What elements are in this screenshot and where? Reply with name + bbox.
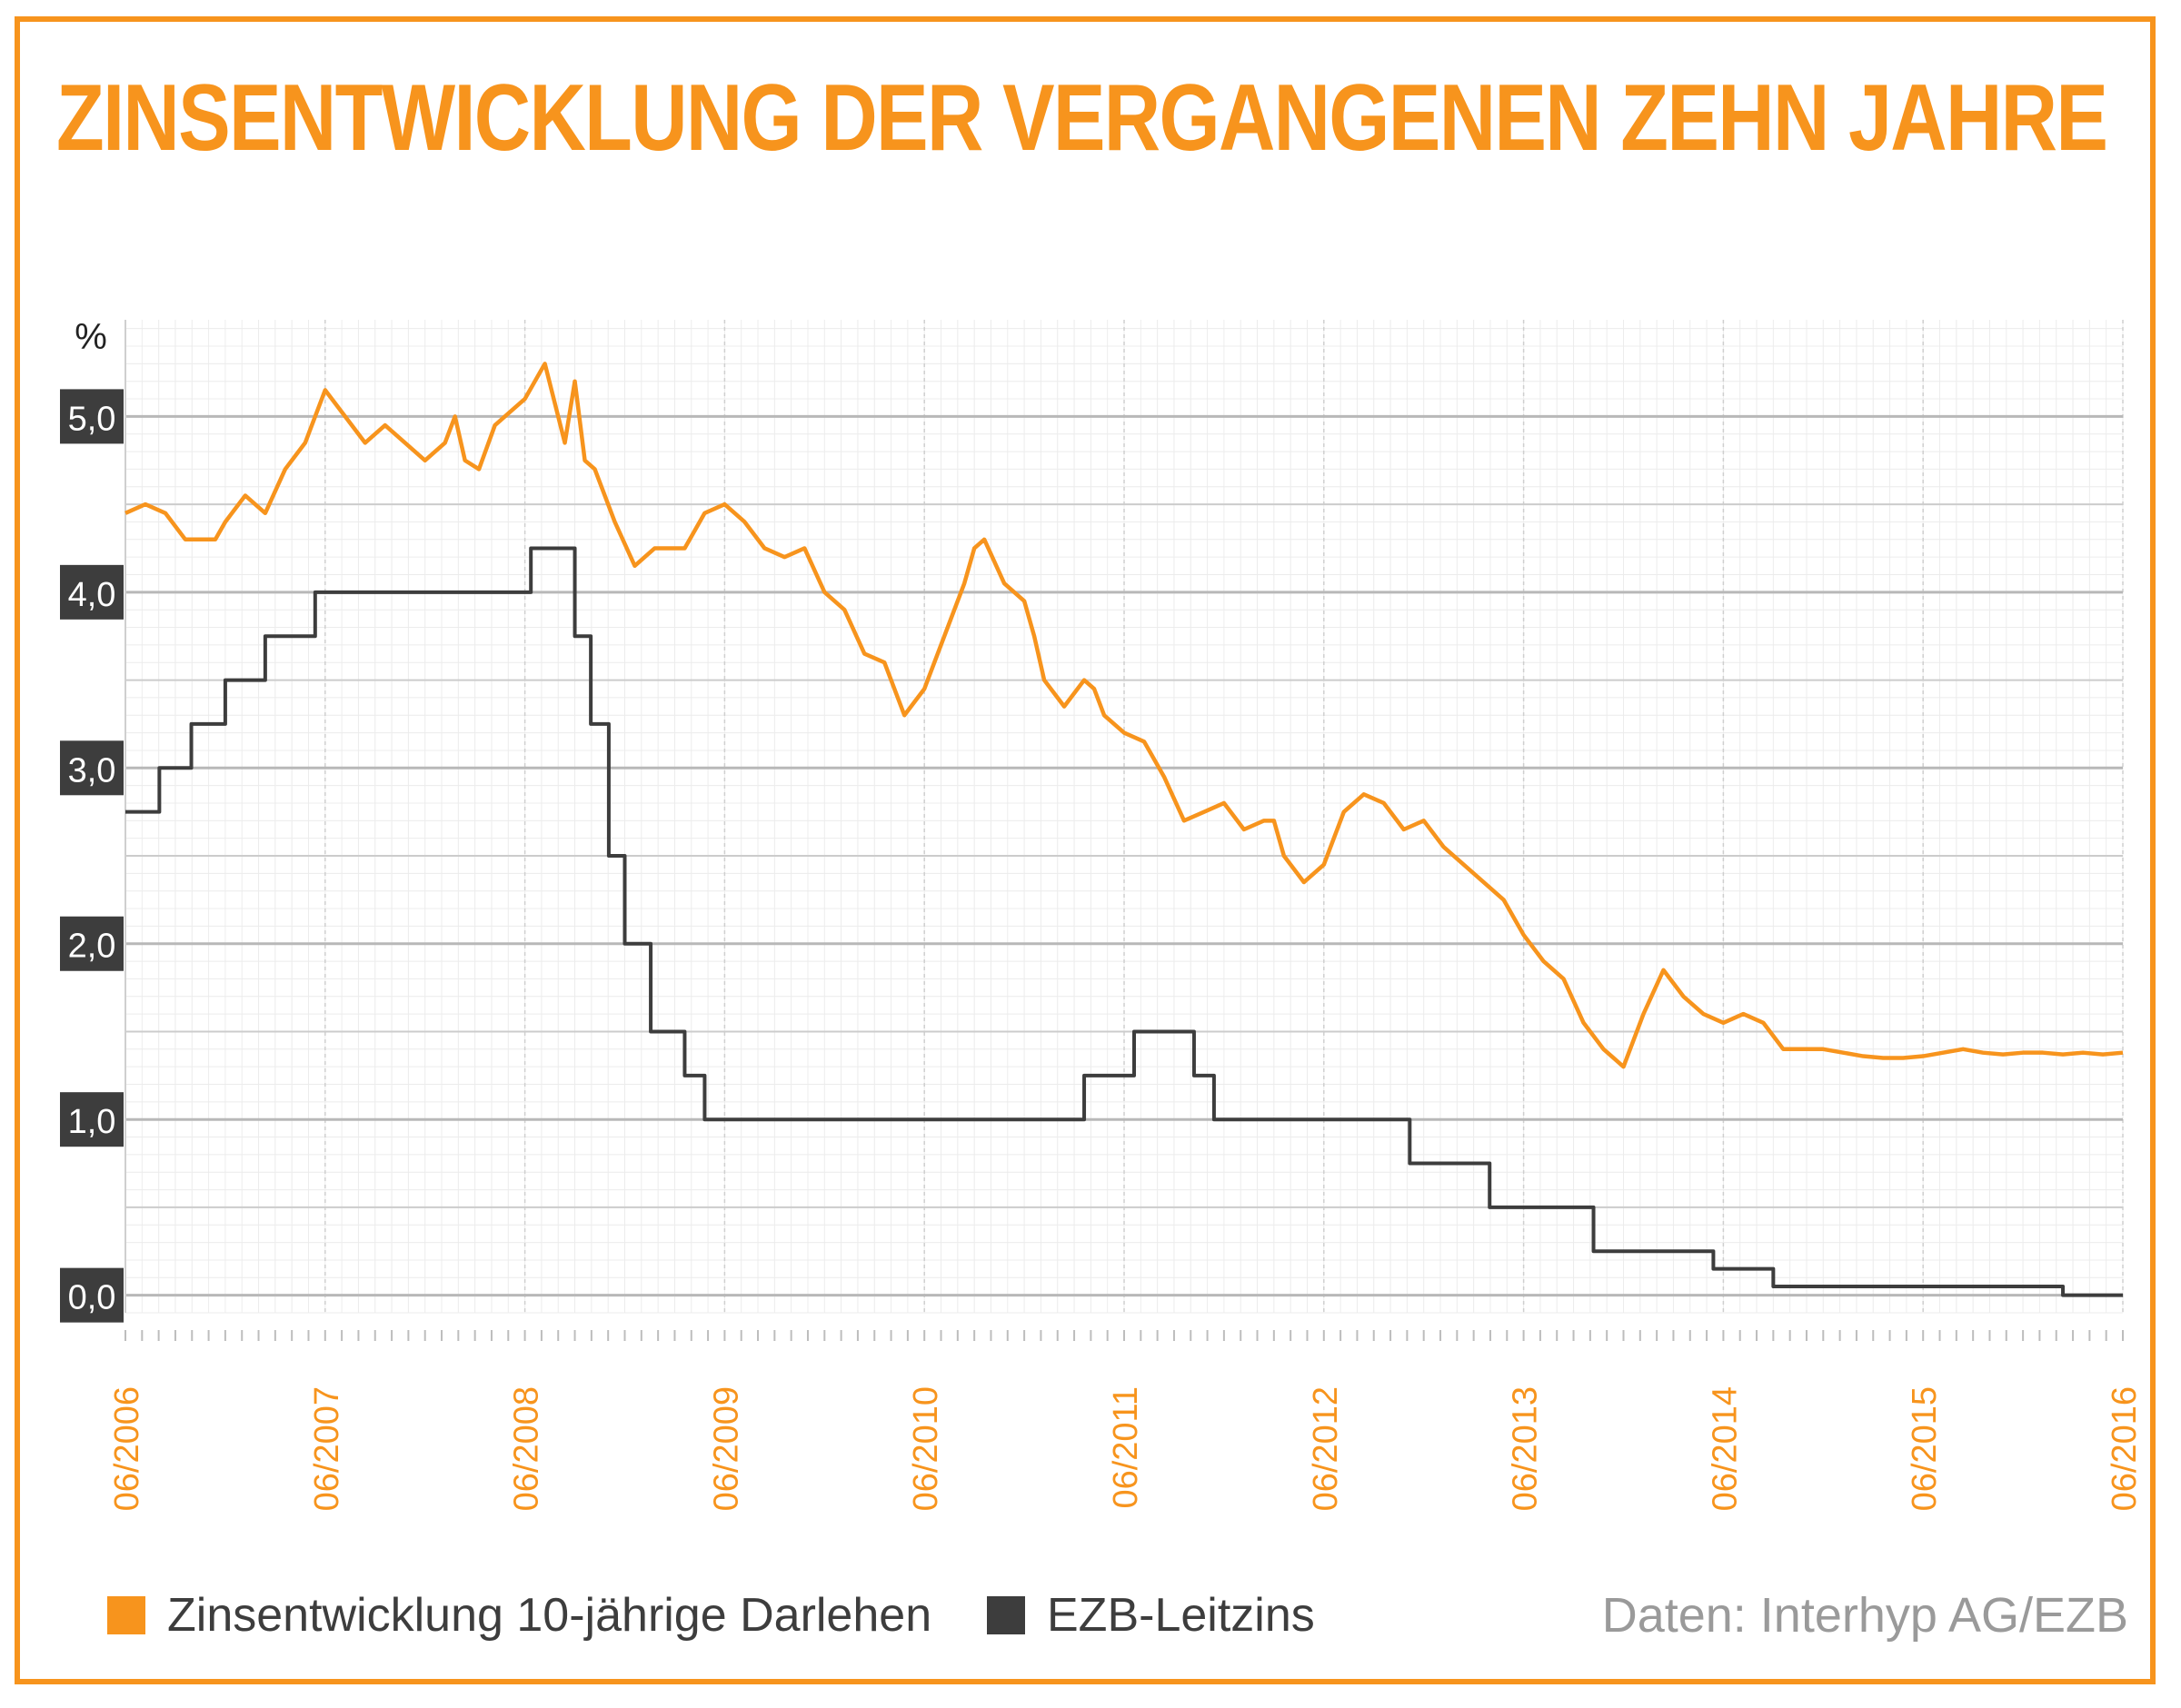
legend-label: EZB-Leitzins — [1047, 1589, 1315, 1642]
x-tick-label: 06/2012 — [1307, 1386, 1345, 1511]
x-tick-label: 06/2008 — [508, 1386, 546, 1511]
y-tick-label-box — [60, 1092, 124, 1147]
x-tick-label: 06/2009 — [707, 1386, 745, 1511]
legend-swatch-dark — [987, 1596, 1025, 1634]
x-tick-label: 06/2011 — [1107, 1386, 1145, 1509]
y-tick-label: 0,0 — [68, 1279, 116, 1317]
y-tick-label: 1,0 — [68, 1103, 116, 1141]
legend-item-zinsentwicklung: Zinsentwicklung 10-jährige Darlehen — [107, 1588, 931, 1643]
y-tick-label: 5,0 — [68, 400, 116, 438]
y-tick-label-box — [60, 740, 124, 796]
x-tick-label: 06/2014 — [1706, 1386, 1744, 1511]
x-tick-label: 06/2006 — [108, 1386, 146, 1511]
x-tick-label: 06/2010 — [907, 1386, 945, 1511]
source-note: Daten: Interhyp AG/EZB — [1601, 1588, 2128, 1643]
legend-label: Zinsentwicklung 10-jährige Darlehen — [167, 1589, 932, 1642]
y-tick-label-box — [60, 389, 124, 444]
x-tick-label: 06/2016 — [2106, 1386, 2144, 1511]
chart-frame — [15, 16, 2156, 1684]
x-tick-label: 06/2007 — [308, 1386, 346, 1511]
x-tick-label: 06/2015 — [1906, 1386, 1944, 1511]
x-tick-label: 06/2013 — [1507, 1386, 1545, 1511]
y-tick-label: 2,0 — [68, 928, 116, 966]
y-tick-label-box — [60, 916, 124, 971]
y-tick-label-box — [60, 1267, 124, 1323]
y-axis-unit: % — [75, 317, 107, 357]
chart-title: ZINSENTWICKLUNG DER VERGANGENEN ZEHN JAH… — [56, 65, 2108, 171]
legend-swatch-orange — [107, 1596, 145, 1634]
y-tick-label: 3,0 — [68, 751, 116, 789]
series-line-ezb-leitzins — [125, 546, 2123, 1297]
legend-item-ezb: EZB-Leitzins — [987, 1588, 1315, 1643]
y-tick-label-box — [60, 564, 124, 620]
series-line-zinsentwicklung — [124, 362, 2124, 1069]
y-tick-label: 4,0 — [68, 576, 116, 614]
